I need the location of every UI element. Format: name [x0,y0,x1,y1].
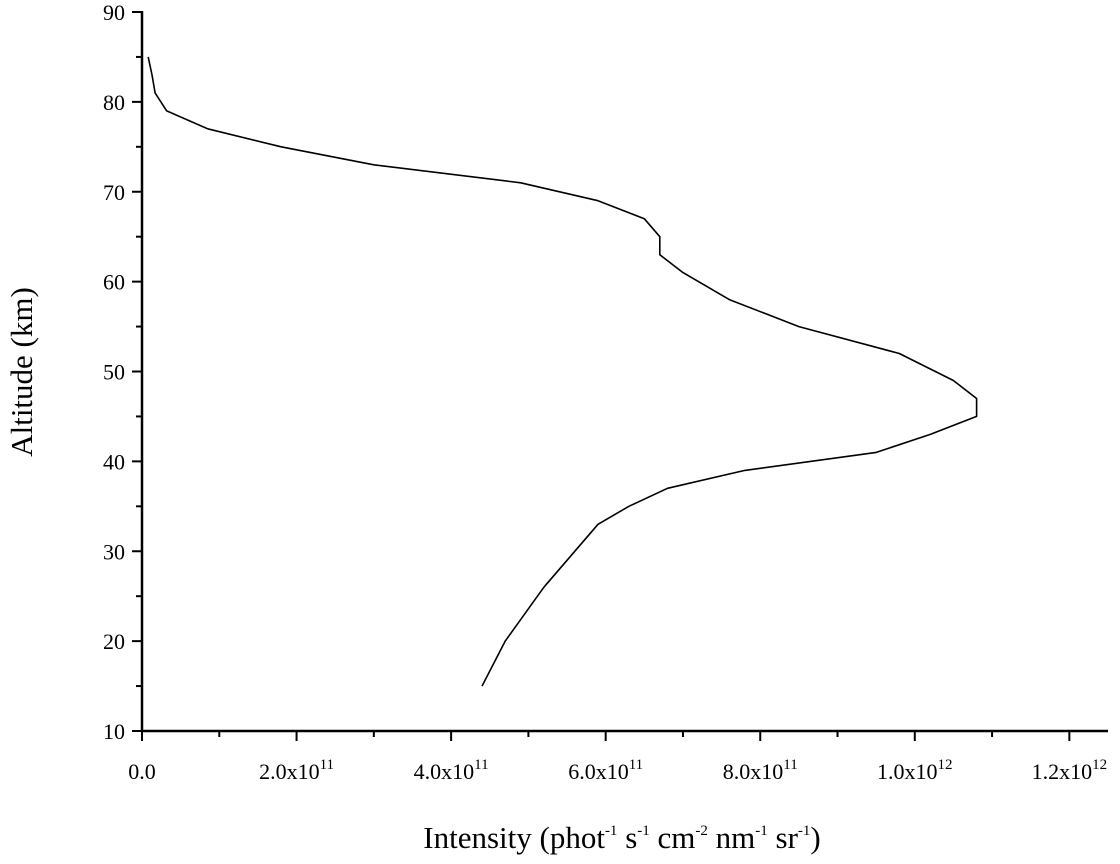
x-tick-label: 6.0x1011 [568,757,643,784]
x-tick-label: 1.2x1012 [1032,757,1108,784]
y-tick-label: 60 [103,270,125,295]
x-tick-label: 0.0 [128,759,156,784]
y-axis-ticks: 10 20 30 40 50 60 70 80 90 [103,0,142,744]
y-tick-label: 20 [103,629,125,654]
y-tick-label: 40 [103,449,125,474]
y-tick-label: 80 [103,90,125,115]
x-tick-label: 4.0x1011 [414,757,489,784]
x-tick-label: 8.0x1011 [723,757,798,784]
x-axis-title: Intensity (phot-1 s-1 cm-2 nm-1 sr-1) [423,820,820,855]
axes [140,11,1108,733]
intensity-profile-line [147,56,978,687]
series-group [147,56,978,687]
y-tick-label: 70 [103,180,125,205]
y-tick-label: 50 [103,360,125,385]
y-axis-title: Altitude (km) [4,287,39,457]
x-tick-label: 2.0x1011 [259,757,334,784]
y-tick-label: 90 [103,0,125,25]
y-tick-label: 30 [103,539,125,564]
y-tick-label: 10 [103,719,125,744]
x-tick-label: 1.0x1012 [877,757,953,784]
x-axis-ticks: 0.0 2.0x1011 4.0x1011 6.0x1011 8.0x1011 1.0x1… [128,731,1107,784]
